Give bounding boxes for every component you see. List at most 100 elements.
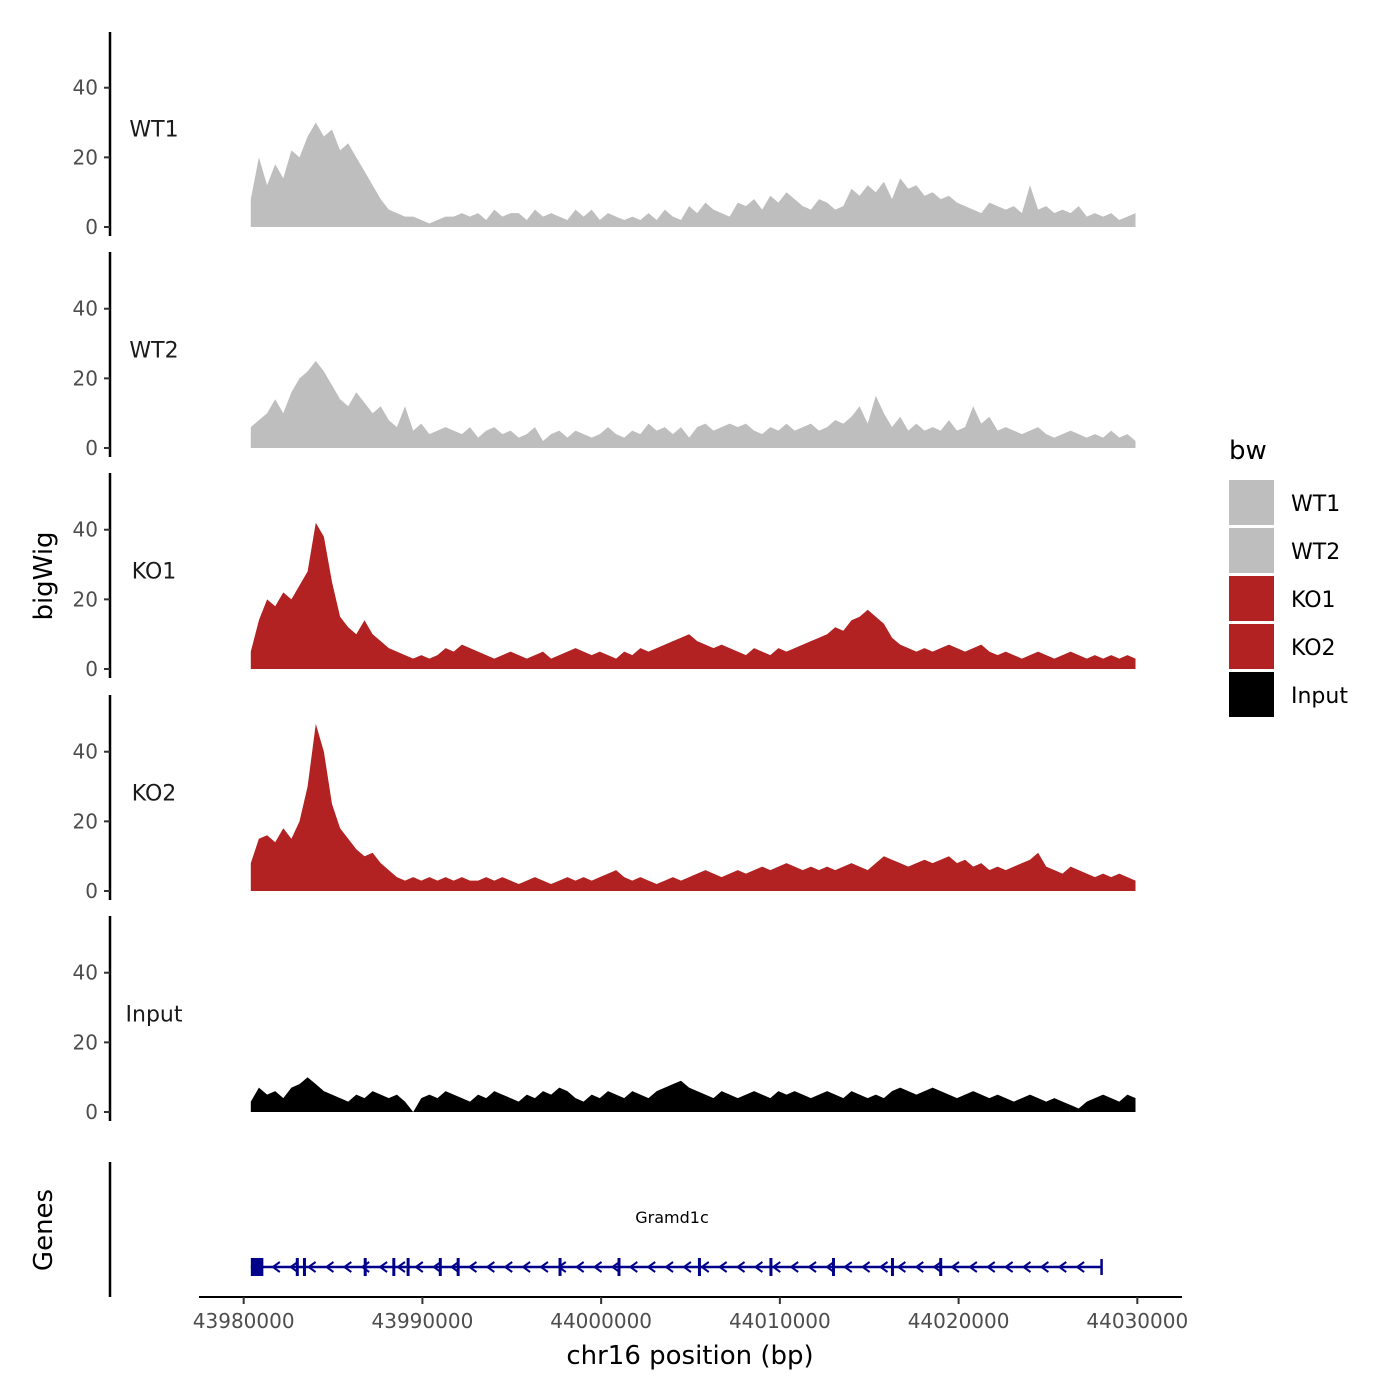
y-tick-label: 0	[85, 215, 98, 239]
area-ko1	[250, 522, 1136, 669]
track-ko1: 0 20 40 KO1	[73, 473, 1136, 681]
track-label: WT1	[129, 117, 178, 142]
y-tick-label: 0	[85, 657, 98, 681]
strand-arrow	[449, 1261, 460, 1273]
strand-arrow	[414, 1261, 424, 1273]
signal-tracks: 0 20 40 WT1 0 20 40 WT2 0 20 40 KO1 0 20 40 KO2 0 20 40 Inp…	[73, 32, 1136, 1124]
strand-arrow	[646, 1261, 656, 1273]
y-tick-label: 0	[85, 436, 98, 460]
strand-arrow	[986, 1261, 996, 1273]
strand-arrow	[1057, 1261, 1067, 1273]
strand-arrow	[396, 1261, 406, 1273]
y-tick-label: 0	[85, 1100, 98, 1124]
y-tick-label: 20	[73, 1030, 98, 1054]
gene-model	[250, 1258, 1103, 1276]
track-label: KO1	[132, 559, 177, 584]
legend-swatch-ko2	[1229, 624, 1274, 669]
strand-arrow	[860, 1261, 871, 1273]
track-input: 0 20 40 Input	[73, 916, 1136, 1124]
area-wt2	[250, 360, 1136, 448]
legend-items: WT1 WT2 KO1 KO2 Input	[1229, 480, 1348, 717]
strand-arrow	[485, 1261, 495, 1273]
strand-arrow	[324, 1261, 335, 1273]
y-tick-label: 40	[73, 740, 98, 764]
strand-arrow	[789, 1261, 799, 1273]
legend-label-wt1: WT1	[1291, 492, 1340, 517]
strand-arrow	[628, 1261, 638, 1273]
track-label: WT2	[129, 338, 178, 363]
legend: bw WT1 WT2 KO1 KO2 Input	[1229, 436, 1348, 717]
strand-arrow	[664, 1261, 674, 1273]
strand-arrow	[592, 1261, 603, 1273]
strand-arrow	[521, 1261, 531, 1273]
legend-label-ko2: KO2	[1291, 636, 1336, 661]
y-axis-title: bigWig	[29, 531, 59, 620]
legend-swatch-input	[1229, 672, 1274, 717]
strand-arrow	[378, 1261, 388, 1273]
strand-arrow	[574, 1261, 585, 1273]
y-tick-label: 20	[73, 809, 98, 833]
strand-arrow	[896, 1261, 906, 1273]
strand-arrow	[700, 1261, 710, 1273]
strand-arrow	[753, 1261, 763, 1273]
strand-arrow	[539, 1261, 549, 1273]
strand-arrow	[306, 1261, 317, 1273]
y-tick-label: 40	[73, 518, 98, 542]
strand-arrow	[467, 1261, 478, 1273]
strand-arrow	[682, 1261, 692, 1273]
track-label: KO2	[132, 781, 177, 806]
strand-arrow	[431, 1261, 442, 1273]
strand-arrow	[360, 1261, 370, 1273]
y-tick-label: 40	[73, 76, 98, 100]
strand-arrow	[289, 1261, 299, 1273]
genes-panel-label: Genes	[29, 1189, 59, 1271]
x-axis: 43980000 43990000 44000000 44010000 44020000…	[193, 1296, 1188, 1371]
strand-arrow	[825, 1261, 835, 1273]
x-tick-label: 44000000	[550, 1309, 652, 1333]
legend-swatch-wt1	[1229, 480, 1274, 525]
strand-arrow	[771, 1261, 781, 1273]
gene-label: Gramd1c	[635, 1208, 709, 1227]
x-ticks: 43980000 43990000 44000000 44010000 44020000…	[193, 1297, 1188, 1333]
y-tick-label: 0	[85, 879, 98, 903]
legend-label-ko1: KO1	[1291, 588, 1336, 613]
y-tick-label: 20	[73, 145, 98, 169]
y-tick-label: 40	[73, 297, 98, 321]
y-tick-label: 20	[73, 587, 98, 611]
strand-arrow	[717, 1261, 728, 1273]
genes-panel: Genes Gramd1c	[29, 1162, 1103, 1297]
strand-arrow	[878, 1261, 889, 1273]
strand-arrow	[503, 1261, 513, 1273]
track-ko2: 0 20 40 KO2	[73, 695, 1136, 903]
area-ko2	[250, 723, 1136, 891]
x-tick-label: 44010000	[729, 1309, 831, 1333]
x-tick-label: 43990000	[372, 1309, 474, 1333]
track-wt2: 0 20 40 WT2	[73, 252, 1136, 460]
strand-arrow	[1075, 1261, 1085, 1273]
strand-arrow	[950, 1261, 960, 1273]
strand-arrow	[968, 1261, 978, 1273]
x-tick-label: 44030000	[1086, 1309, 1188, 1333]
strand-arrow	[557, 1261, 567, 1273]
legend-swatch-ko1	[1229, 576, 1274, 621]
area-wt1	[250, 122, 1136, 227]
legend-label-input: Input	[1291, 684, 1348, 709]
area-input	[250, 1077, 1136, 1112]
x-axis-title: chr16 position (bp)	[566, 1341, 813, 1371]
strand-arrow	[1039, 1261, 1049, 1273]
y-tick-label: 40	[73, 961, 98, 985]
strand-arrow	[932, 1261, 942, 1273]
track-label: Input	[126, 1002, 183, 1027]
x-tick-label: 43980000	[193, 1309, 295, 1333]
x-tick-label: 44020000	[908, 1309, 1010, 1333]
legend-label-wt2: WT2	[1291, 540, 1340, 565]
legend-swatch-wt2	[1229, 528, 1274, 573]
strand-arrow	[1003, 1261, 1014, 1273]
track-wt1: 0 20 40 WT1	[73, 32, 1136, 239]
utr-block	[250, 1258, 264, 1276]
y-tick-label: 20	[73, 366, 98, 390]
strand-arrow	[1021, 1261, 1032, 1273]
legend-title: bw	[1229, 436, 1267, 466]
strand-arrow	[843, 1261, 853, 1273]
